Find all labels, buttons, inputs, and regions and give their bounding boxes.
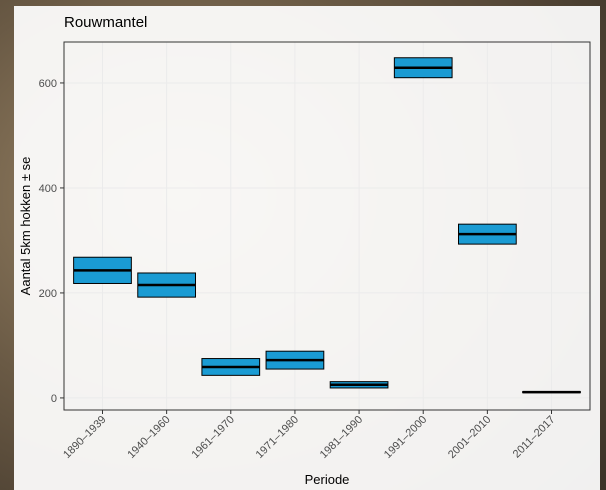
y-axis-title: Aantal 5km hokken ± se <box>18 157 33 296</box>
y-tick-label: 200 <box>39 288 57 300</box>
y-tick-label: 0 <box>51 393 57 405</box>
chart: Rouwmantel Periode Aantal 5km hokken ± s… <box>0 0 606 490</box>
x-axis-title: Periode <box>305 472 350 487</box>
y-tick-label: 600 <box>39 78 57 90</box>
y-tick-label: 400 <box>39 183 57 195</box>
chart-title: Rouwmantel <box>64 14 147 31</box>
page: Rouwmantel Periode Aantal 5km hokken ± s… <box>0 0 606 490</box>
